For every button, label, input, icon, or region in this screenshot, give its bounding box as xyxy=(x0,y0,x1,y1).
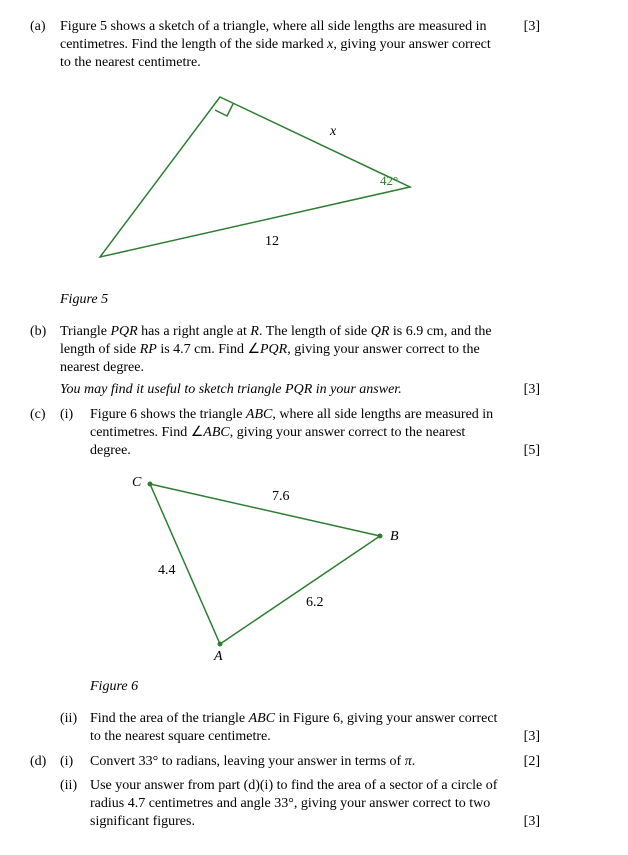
part-b-label: (b) xyxy=(30,323,60,400)
part-d-ii-marks: [3] xyxy=(500,813,540,831)
fig6-B-label: B xyxy=(390,529,399,544)
fig6-side-ab: 6.2 xyxy=(306,595,324,610)
part-d-i-sublabel: (i) xyxy=(60,753,90,771)
part-d-ii: (ii) Use your answer from part (d)(i) to… xyxy=(30,777,598,832)
part-c-ii-marks: [3] xyxy=(500,728,540,746)
figure-6-caption: Figure 6 xyxy=(90,678,598,696)
part-b-text1: Triangle PQR has a right angle at R. The… xyxy=(60,323,500,378)
figure-5: x 42° 12 xyxy=(90,87,598,277)
part-a-text: Figure 5 shows a sketch of a triangle, w… xyxy=(60,18,500,73)
fig6-side-ca: 4.4 xyxy=(158,563,176,578)
part-c-i: (c) (i) Figure 6 shows the triangle ABC,… xyxy=(30,406,598,461)
part-a-label: (a) xyxy=(30,18,60,73)
part-b: (b) Triangle PQR has a right angle at R.… xyxy=(30,323,598,400)
part-d-ii-text: Use your answer from part (d)(i) to find… xyxy=(90,777,500,832)
part-d-i: (d) (i) Convert 33° to radians, leaving … xyxy=(30,753,598,771)
part-c-i-text: Figure 6 shows the triangle ABC, where a… xyxy=(90,406,500,461)
part-a: (a) Figure 5 shows a sketch of a triangl… xyxy=(30,18,598,73)
part-d-i-text: Convert 33° to radians, leaving your ans… xyxy=(90,753,500,771)
fig5-base-label: 12 xyxy=(265,234,279,249)
fig6-side-cb: 7.6 xyxy=(272,489,290,504)
fig5-x-label: x xyxy=(329,124,337,139)
part-a-var: x xyxy=(327,37,333,52)
part-b-text: Triangle PQR has a right angle at R. The… xyxy=(60,323,500,400)
part-c-ii: (ii) Find the area of the triangle ABC i… xyxy=(30,710,598,746)
part-d-label: (d) xyxy=(30,753,60,771)
part-d-ii-sublabel: (ii) xyxy=(60,777,90,832)
part-c-ii-text: Find the area of the triangle ABC in Fig… xyxy=(90,710,500,746)
figure-6: C B A 7.6 4.4 6.2 xyxy=(90,474,598,664)
part-c-i-marks: [5] xyxy=(500,442,540,460)
part-b-text2: You may find it useful to sketch triangl… xyxy=(60,381,500,399)
figure-6-svg: C B A 7.6 4.4 6.2 xyxy=(90,474,410,664)
part-b-marks: [3] xyxy=(500,381,540,399)
part-a-marks: [3] xyxy=(500,18,540,73)
part-d-i-marks: [2] xyxy=(500,753,540,771)
part-c-label: (c) xyxy=(30,406,60,461)
part-c-ii-sublabel: (ii) xyxy=(60,710,90,746)
figure-5-svg: x 42° 12 xyxy=(90,87,430,277)
figure-5-caption: Figure 5 xyxy=(60,291,598,309)
fig6-C-label: C xyxy=(132,475,142,490)
fig6-A-label: A xyxy=(213,649,223,664)
fig5-angle-label: 42° xyxy=(380,173,398,188)
part-c-i-sublabel: (i) xyxy=(60,406,90,461)
